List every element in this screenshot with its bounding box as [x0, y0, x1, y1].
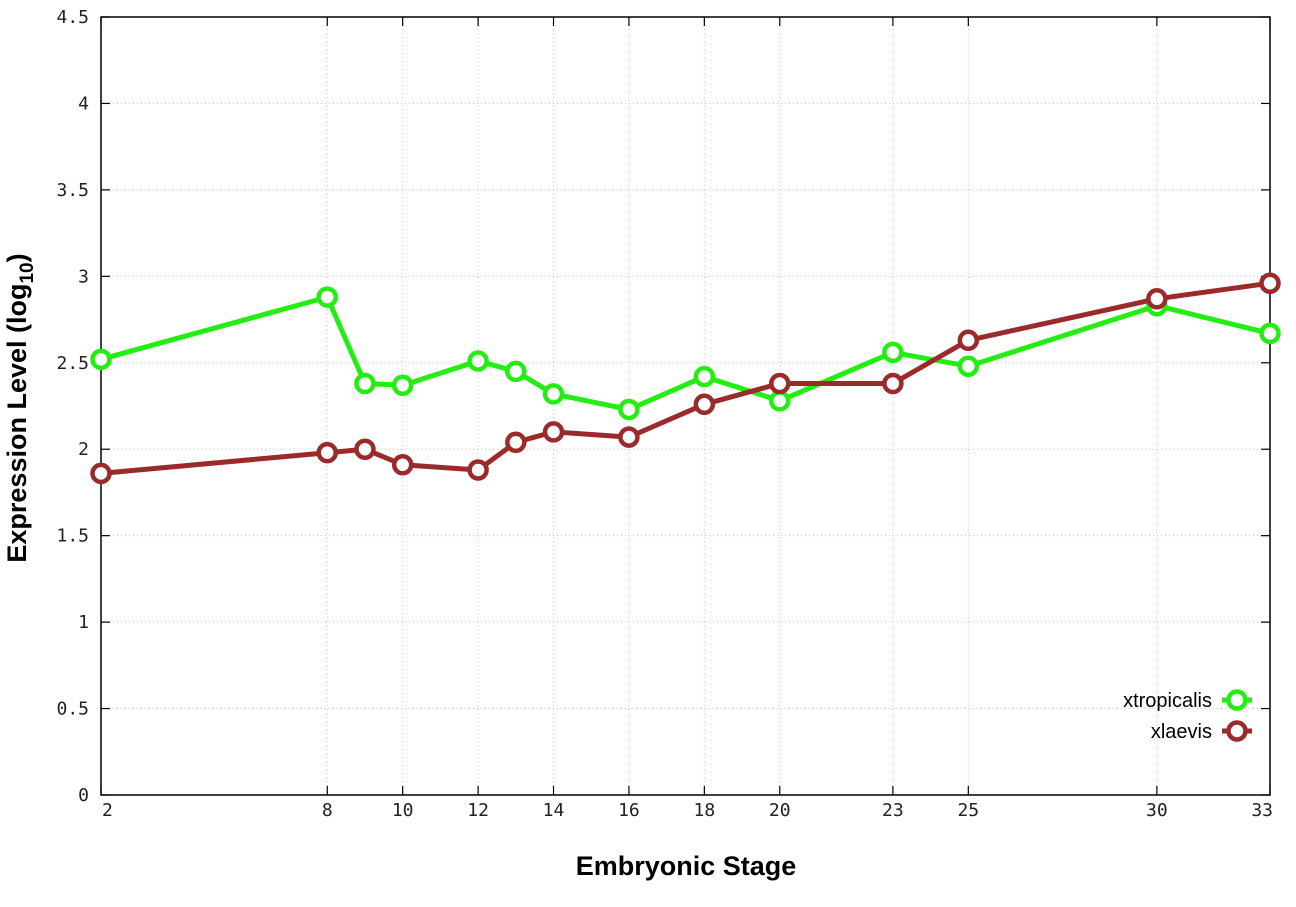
- data-point: [542, 421, 565, 443]
- data-point: [957, 329, 980, 352]
- data-point: [316, 441, 339, 464]
- x-tick-label: 2: [102, 800, 113, 821]
- series-xtropicalis: [90, 286, 1281, 421]
- plot-area-border: [100, 16, 1271, 796]
- legend: xtropicalis xlaevis: [1123, 689, 1252, 743]
- y-axis-title-main: Expression Level (log: [2, 284, 32, 563]
- y-tick-label: 2: [78, 439, 89, 460]
- x-tick-label: 25: [957, 800, 979, 821]
- legend-item: xtropicalis: [1123, 689, 1252, 712]
- data-point: [1146, 288, 1168, 310]
- x-tick-label: 23: [882, 800, 904, 821]
- data-point: [882, 372, 904, 395]
- data-point: [882, 341, 904, 364]
- y-axis-title-subscript: 10: [17, 262, 38, 283]
- x-tick-label: 14: [543, 800, 565, 821]
- data-point: [90, 348, 112, 371]
- data-point: [618, 398, 640, 421]
- data-point: [391, 454, 414, 476]
- y-tick-label: 2.5: [56, 353, 89, 374]
- x-tick-label: 12: [467, 800, 489, 821]
- data-point: [505, 360, 527, 383]
- x-tick-label: 10: [392, 800, 414, 821]
- x-tick-label: 8: [322, 800, 333, 821]
- data-point: [354, 372, 376, 395]
- legend-label: xtropicalis: [1123, 690, 1212, 712]
- y-tick-label: 1: [78, 612, 89, 633]
- legend-item: xlaevis: [1151, 720, 1252, 743]
- legend-swatch-marker: [1226, 720, 1248, 742]
- x-tick-label: 30: [1146, 800, 1168, 821]
- y-tick-label: 4: [78, 93, 89, 114]
- y-tick-label: 1.5: [56, 526, 89, 547]
- data-point: [769, 390, 791, 412]
- axis-ticks: 0 0.5 1 1.5 2 2.5 3 3.5 4 4.5 2 8 10 12 14 16 18 20 23 25 30…: [56, 7, 1273, 821]
- x-axis-title: Embryonic Stage: [576, 851, 797, 881]
- y-tick-label: 3: [78, 266, 89, 287]
- data-point: [693, 393, 716, 416]
- x-tick-label: 18: [694, 800, 716, 821]
- y-axis-title-close: ): [2, 253, 32, 262]
- y-tick-label: 4.5: [56, 7, 89, 28]
- data-point: [1259, 272, 1281, 294]
- data-point: [467, 459, 489, 481]
- x-tick-label: 33: [1251, 800, 1273, 821]
- data-point: [316, 286, 339, 308]
- x-tick-label: 20: [769, 800, 791, 821]
- y-tick-label: 0.5: [56, 699, 89, 720]
- data-point: [542, 383, 565, 405]
- data-point: [1259, 322, 1281, 345]
- legend-label: xlaevis: [1151, 721, 1212, 743]
- legend-swatch-marker: [1226, 689, 1248, 711]
- data-point: [769, 372, 791, 395]
- data-point: [467, 350, 489, 372]
- data-point: [391, 374, 414, 397]
- y-tick-label: 0: [78, 785, 89, 806]
- x-tick-label: 16: [618, 800, 640, 821]
- series-xlaevis: [90, 272, 1281, 485]
- data-point: [354, 438, 376, 460]
- y-axis-title: Expression Level (log10): [2, 253, 38, 562]
- data-point: [505, 431, 527, 454]
- grid: [101, 17, 1270, 795]
- data-point: [957, 355, 980, 377]
- data-point: [693, 365, 716, 388]
- series: [90, 272, 1281, 485]
- y-tick-label: 3.5: [56, 180, 89, 201]
- data-point: [618, 426, 640, 448]
- data-point: [90, 462, 112, 485]
